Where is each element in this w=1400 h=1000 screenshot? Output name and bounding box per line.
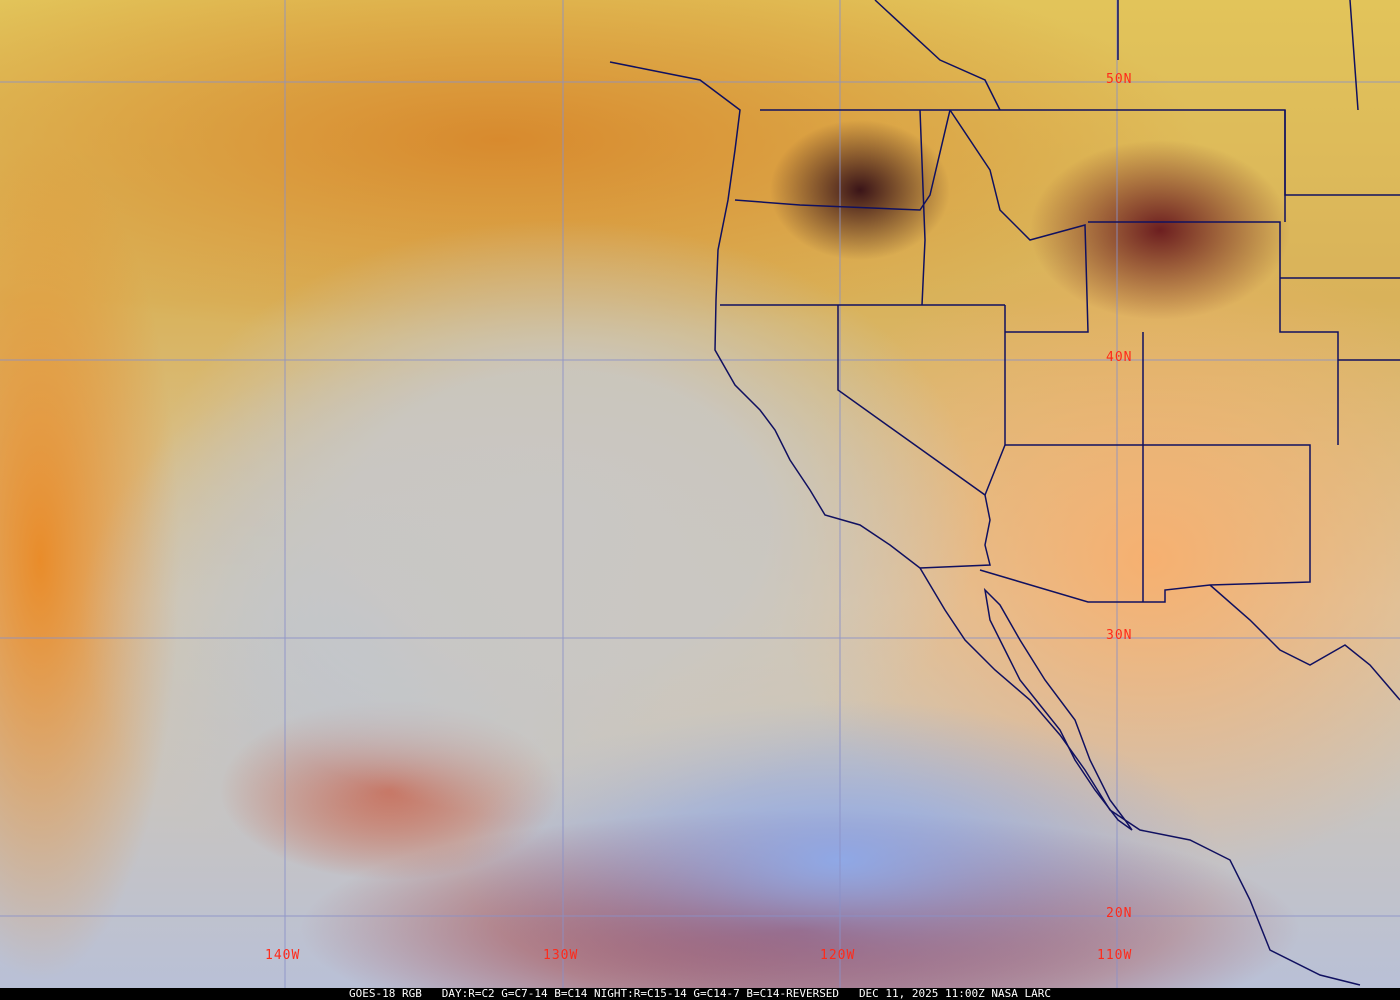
caption-credit: NASA LARC [991,987,1052,1000]
latitude-label-30n: 30N [1106,628,1133,643]
oregon-washington-border [734,109,951,211]
caption-datetime: DEC 11, 2025 11:00Z [858,987,985,1000]
baja-coast [983,587,1133,831]
nevada-utah-border [984,305,1006,496]
nevada-border [837,305,991,569]
coastline [609,61,1361,986]
longitude-label-120w: 120W [820,948,856,963]
longitude-label-140w: 140W [265,948,301,963]
utah-arizona-border [979,444,1311,603]
caption-product: DAY:R=C2 G=C7-14 B=C14 NIGHT:R=C15-14 G=… [441,987,840,1000]
longitude-label-110w: 110W [1097,948,1133,963]
political-borders [609,0,1400,986]
idaho-border [919,109,1089,333]
mexico-border [1209,584,1400,701]
canada-border [760,109,1400,196]
latitude-label-20n: 20N [1106,906,1133,921]
latitude-label-40n: 40N [1106,350,1133,365]
image-caption-bar: GOES-18 RGB DAY:R=C2 G=C7-14 B=C14 NIGHT… [0,988,1400,1000]
caption-satellite: GOES-18 RGB [348,987,422,1000]
four-corners-line [1088,221,1400,602]
longitude-label-130w: 130W [543,948,579,963]
montana-border [874,0,1359,222]
latitude-label-50n: 50N [1106,72,1133,87]
